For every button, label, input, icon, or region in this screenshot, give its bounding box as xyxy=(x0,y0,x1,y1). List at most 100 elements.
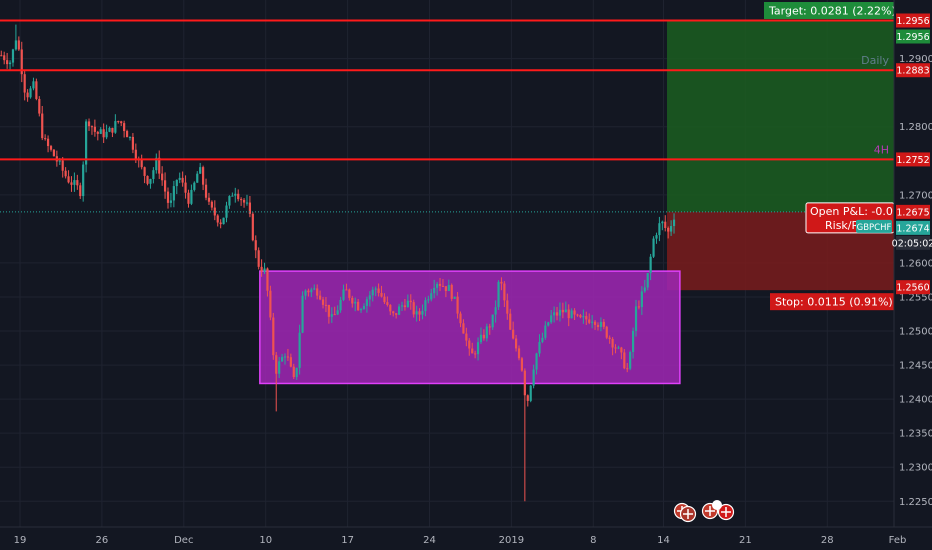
candle-body xyxy=(497,281,500,308)
candle-body xyxy=(629,351,632,369)
candle-body xyxy=(500,281,503,284)
candle-body xyxy=(216,215,219,223)
time-tick-label: Feb xyxy=(889,535,907,546)
price-tick-label: 1.2700 xyxy=(899,190,932,201)
symbol-badge xyxy=(856,219,892,233)
candle-body xyxy=(29,88,32,98)
candle-body xyxy=(403,305,407,308)
candle-body xyxy=(310,289,313,293)
candle-body xyxy=(64,170,67,177)
candle-body xyxy=(234,193,237,196)
level-2-tag-box xyxy=(896,152,930,167)
candle-body xyxy=(269,290,272,318)
candle-body xyxy=(245,202,249,204)
candle-body xyxy=(588,319,591,323)
consolidation-box xyxy=(259,270,681,385)
candle-body xyxy=(278,361,281,374)
candle-body xyxy=(652,238,655,257)
candle-body xyxy=(146,175,149,184)
candle-body xyxy=(105,131,108,138)
candle-body xyxy=(219,222,222,225)
candle-body xyxy=(658,223,661,236)
candle-body xyxy=(655,235,658,239)
candle-body xyxy=(479,334,483,343)
time-tick-label: 26 xyxy=(96,535,109,546)
candle-body xyxy=(102,129,105,138)
price-tick-label: 1.2450 xyxy=(899,361,932,372)
time-tick-label: 10 xyxy=(259,535,272,546)
level-1-tag-box xyxy=(896,63,930,78)
candle-body xyxy=(161,173,164,181)
candle-body xyxy=(257,250,260,267)
candle-body xyxy=(87,121,91,127)
candle-body xyxy=(447,284,450,292)
candle-body xyxy=(193,182,196,190)
candle-body xyxy=(418,311,421,315)
candle-body xyxy=(596,324,600,328)
candle-body xyxy=(11,49,15,63)
candle-body xyxy=(564,309,567,313)
candle-body xyxy=(421,311,424,315)
candle-body xyxy=(289,357,292,367)
time-axis[interactable]: 19 26 Dec 10 17 24 2019 8 14 21 28 Feb xyxy=(14,535,907,546)
price-tick-label: 1.2900 xyxy=(899,54,932,65)
time-tick-label: 14 xyxy=(657,535,670,546)
target-label-box xyxy=(764,2,894,19)
candle-body xyxy=(61,160,64,171)
candle-body xyxy=(295,367,298,378)
target-label: Target: 0.0281 (2.22%) 28 xyxy=(768,5,913,18)
candle-body xyxy=(544,325,547,338)
price-axis-background xyxy=(894,0,932,550)
price-axis[interactable]: 1.2900 1.2800 1.2700 1.2600 1.2550 1.2500 1.24… xyxy=(899,54,932,508)
candle-body xyxy=(397,306,401,315)
candle-body xyxy=(646,273,649,288)
candle-body xyxy=(667,227,670,232)
candle-body xyxy=(49,146,53,150)
candle-body xyxy=(70,182,73,185)
candle-body xyxy=(491,314,494,328)
current-price-tag: 1.2674 xyxy=(896,223,929,234)
candle-body xyxy=(441,285,445,287)
candle-body xyxy=(316,288,319,296)
candle-body xyxy=(336,310,339,315)
target-line-tag: 1.2956 xyxy=(896,16,929,27)
candle-body xyxy=(631,330,635,352)
candle-body xyxy=(474,353,477,355)
candle-body xyxy=(368,295,371,300)
price-tick-label: 1.2300 xyxy=(899,463,932,474)
candle-body xyxy=(231,195,234,197)
price-tick-label: 1.2250 xyxy=(899,497,932,508)
stop-label: Stop: 0.0115 (0.91%) 115 xyxy=(775,296,917,309)
candle-body xyxy=(263,268,266,272)
chart-overlay: Target: 0.0281 (2.22%) 28 Stop: 0.0115 (0… xyxy=(0,2,917,311)
candle-body xyxy=(123,123,126,132)
candle-body xyxy=(561,309,564,313)
candle-body xyxy=(383,296,386,303)
price-tick-label: 1.2350 xyxy=(899,429,932,440)
event-markers[interactable] xyxy=(673,500,735,523)
candle-body xyxy=(128,136,132,138)
candle-body xyxy=(450,284,453,299)
candle-body xyxy=(503,283,506,301)
candle-body xyxy=(538,341,541,354)
candle-body xyxy=(664,221,667,228)
candle-body xyxy=(114,121,117,133)
candle-body xyxy=(14,40,18,50)
candle-body xyxy=(32,81,35,89)
candle-body xyxy=(134,149,137,160)
candle-body xyxy=(415,311,418,315)
candle-body xyxy=(342,289,345,300)
candle-body xyxy=(196,173,199,183)
candle-body xyxy=(204,184,208,198)
candle-body xyxy=(585,316,588,320)
position-zones xyxy=(259,20,894,385)
candle-body xyxy=(532,369,535,386)
price-tick-label: 1.2400 xyxy=(899,395,932,406)
level-annotation: 4H xyxy=(874,143,889,156)
candle-body xyxy=(488,326,491,328)
candle-body xyxy=(608,337,611,339)
candle-body xyxy=(199,167,202,174)
symbol-label: GBPCHF xyxy=(857,223,892,233)
candle-body xyxy=(46,138,50,147)
